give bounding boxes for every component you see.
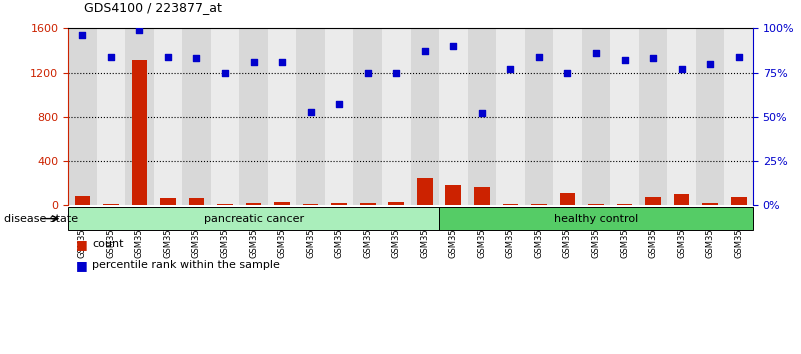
Point (704, 61, 717, 67)
Bar (296, 28, 325, 205)
Bar (410, 28, 439, 205)
Bar (189, 198, 204, 205)
Point (133, 27, 146, 33)
Text: disease state: disease state (4, 213, 78, 224)
Bar (382, 28, 410, 205)
Point (390, 70, 403, 75)
Bar (445, 185, 461, 205)
Bar (125, 28, 154, 205)
Point (304, 109, 317, 114)
Bar (325, 28, 353, 205)
Bar (68, 207, 439, 230)
Bar (582, 28, 610, 205)
Bar (154, 28, 182, 205)
Bar (617, 204, 632, 205)
Bar (724, 28, 753, 205)
Bar (468, 28, 496, 205)
Bar (531, 204, 547, 205)
Point (276, 59, 288, 65)
Bar (97, 28, 125, 205)
Point (533, 54, 545, 59)
Point (476, 110, 489, 116)
Bar (588, 204, 604, 205)
Bar (496, 28, 525, 205)
Point (361, 70, 374, 75)
Point (76, 33, 89, 38)
Bar (674, 194, 690, 205)
Bar (388, 202, 404, 205)
Point (561, 70, 574, 75)
Bar (474, 187, 489, 205)
Bar (417, 178, 433, 205)
Bar (439, 28, 468, 205)
Point (447, 43, 460, 49)
Point (219, 70, 231, 75)
Bar (439, 207, 753, 230)
Text: percentile rank within the sample: percentile rank within the sample (92, 261, 280, 270)
Text: count: count (92, 239, 123, 249)
Bar (667, 28, 696, 205)
Bar (702, 203, 718, 205)
Bar (360, 203, 376, 205)
Text: GDS4100 / 223877_at: GDS4100 / 223877_at (84, 1, 222, 14)
Bar (239, 28, 268, 205)
Point (504, 66, 517, 72)
Bar (696, 28, 724, 205)
Point (190, 56, 203, 61)
Bar (182, 28, 211, 205)
Bar (560, 193, 575, 205)
Bar (68, 28, 97, 205)
Bar (525, 28, 553, 205)
Point (590, 50, 602, 56)
Text: ■: ■ (76, 259, 88, 272)
Bar (353, 28, 382, 205)
Bar (646, 197, 661, 205)
Bar (160, 198, 175, 205)
Bar (131, 61, 147, 205)
Bar (731, 197, 747, 205)
Text: pancreatic cancer: pancreatic cancer (203, 213, 304, 224)
Point (618, 57, 631, 63)
Point (104, 54, 117, 59)
Bar (610, 28, 638, 205)
Bar (553, 28, 582, 205)
Bar (274, 202, 290, 205)
Point (418, 48, 431, 54)
Bar (211, 28, 239, 205)
Text: healthy control: healthy control (553, 213, 638, 224)
Bar (502, 204, 518, 205)
Bar (638, 28, 667, 205)
Bar (246, 203, 261, 205)
Point (732, 54, 745, 59)
Bar (74, 196, 91, 205)
Bar (103, 204, 119, 205)
Point (162, 54, 175, 59)
Bar (268, 28, 296, 205)
Bar (332, 203, 347, 205)
Point (332, 102, 345, 107)
Bar (303, 204, 319, 205)
Point (675, 66, 688, 72)
Bar (217, 204, 233, 205)
Point (646, 56, 659, 61)
Text: ■: ■ (76, 238, 88, 251)
Point (248, 59, 260, 65)
